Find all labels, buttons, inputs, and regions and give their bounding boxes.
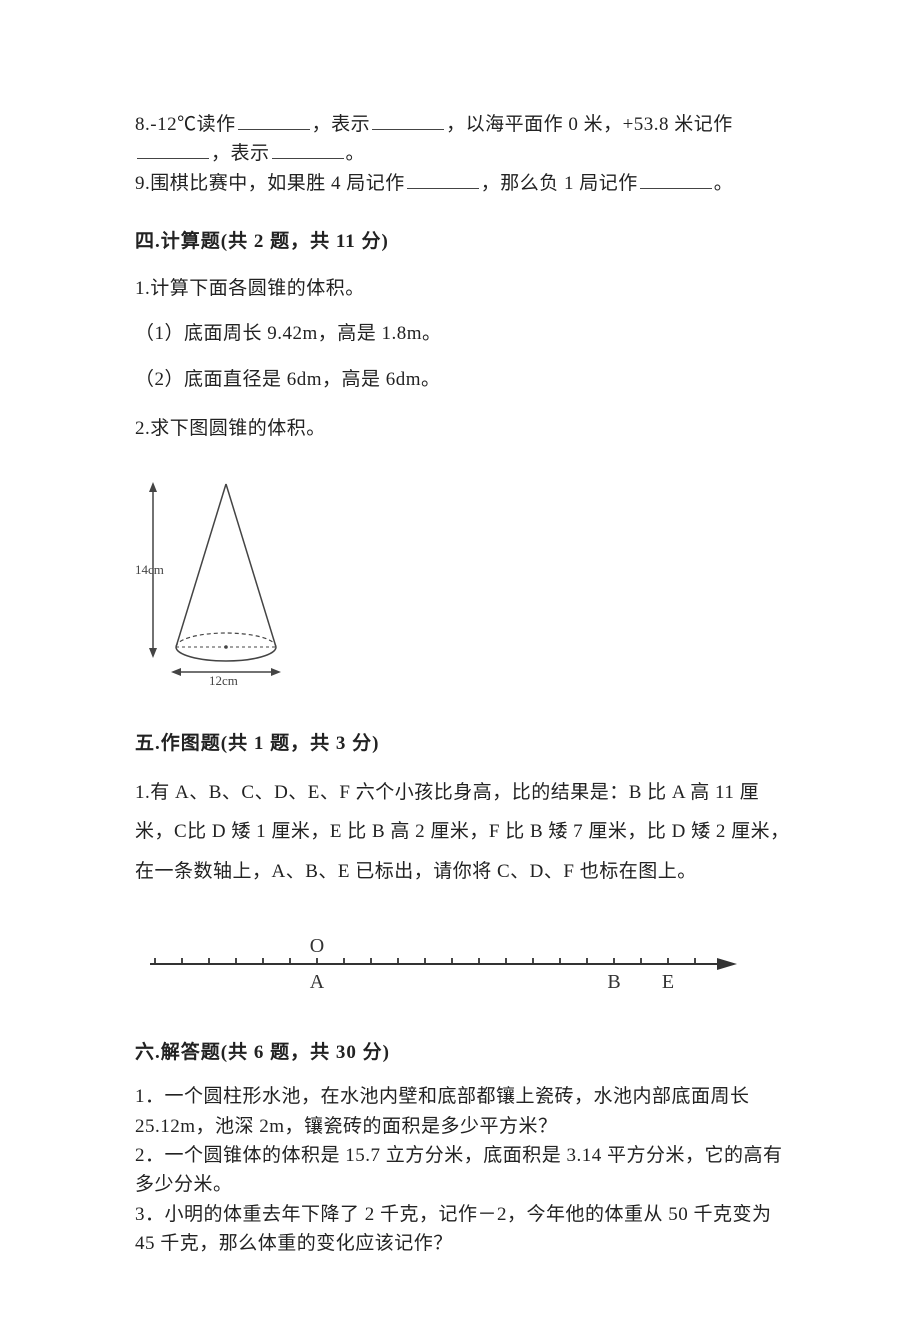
page-container: 8.-12℃读作，表示，以海平面作 0 米，+53.8 米记作 ，表示。 9.围… — [0, 0, 920, 1319]
cone-height-label: 14cm — [135, 562, 164, 577]
sec6-q3: 3．小明的体重去年下降了 2 千克，记作－2，今年他的体重从 50 千克变为 4… — [135, 1200, 790, 1259]
numberline-svg: OA B E — [135, 922, 775, 1002]
section4-heading: 四.计算题(共 2 题，共 11 分) — [135, 226, 790, 253]
fill-q8: 8.-12℃读作 ，表示 ，以海平面作 0 米，+53.8 米记作 — [135, 110, 790, 139]
sec4-q1: 1.计算下面各圆锥的体积。 — [135, 271, 790, 307]
fill-q8a: 8.-12℃读作 — [135, 114, 236, 135]
sec6-q1: 1．一个圆柱形水池，在水池内壁和底部都镶上瓷砖，水池内部底面周长25.12m，池… — [135, 1082, 790, 1141]
blank — [238, 111, 310, 130]
cone-width-label: 12cm — [209, 673, 238, 687]
svg-text:B: B — [607, 971, 620, 993]
numberline-figure: OA B E — [135, 922, 790, 1007]
sec4-q2: 2.求下图圆锥的体积。 — [135, 411, 790, 447]
fill-q9b: ，那么负 1 局记作 — [481, 173, 638, 194]
fill-q8c: ，以海平面作 0 米，+53.8 米记作 — [446, 114, 733, 135]
svg-text:A: A — [310, 971, 325, 993]
svg-text:E: E — [662, 971, 674, 993]
section6-heading: 六.解答题(共 6 题，共 30 分) — [135, 1037, 790, 1064]
section5-heading: 五.作图题(共 1 题，共 3 分) — [135, 728, 790, 755]
blank — [137, 140, 209, 159]
blank — [407, 170, 479, 189]
blank — [372, 111, 444, 130]
blank — [272, 140, 344, 159]
blank — [640, 170, 712, 189]
fill-q8b: ，表示 — [312, 114, 371, 135]
fill-q8-cont: ，表示 。 — [135, 139, 790, 168]
fill-q8d: ，表示 — [211, 143, 270, 164]
cone-figure: 14cm 12cm — [131, 472, 790, 692]
cone-svg: 14cm 12cm — [131, 472, 311, 687]
fill-q9a: 9.围棋比赛中，如果胜 4 局记作 — [135, 173, 405, 194]
sec6-q2: 2．一个圆锥体的体积是 15.7 立方分米，底面积是 3.14 平方分米，它的高… — [135, 1141, 790, 1200]
sec5-q1: 1.有 A、B、C、D、E、F 六个小孩比身高，比的结果是：B 比 A 高 11… — [135, 773, 790, 893]
sec4-q1b: （2）底面直径是 6dm，高是 6dm。 — [135, 361, 790, 399]
fill-q9c: 。 — [714, 173, 734, 194]
sec4-q1a: （1）底面周长 9.42m，高是 1.8m。 — [135, 315, 790, 353]
svg-text:O: O — [310, 935, 324, 957]
fill-q9: 9.围棋比赛中，如果胜 4 局记作 ，那么负 1 局记作 。 — [135, 169, 790, 198]
fill-q8e: 。 — [346, 143, 366, 164]
